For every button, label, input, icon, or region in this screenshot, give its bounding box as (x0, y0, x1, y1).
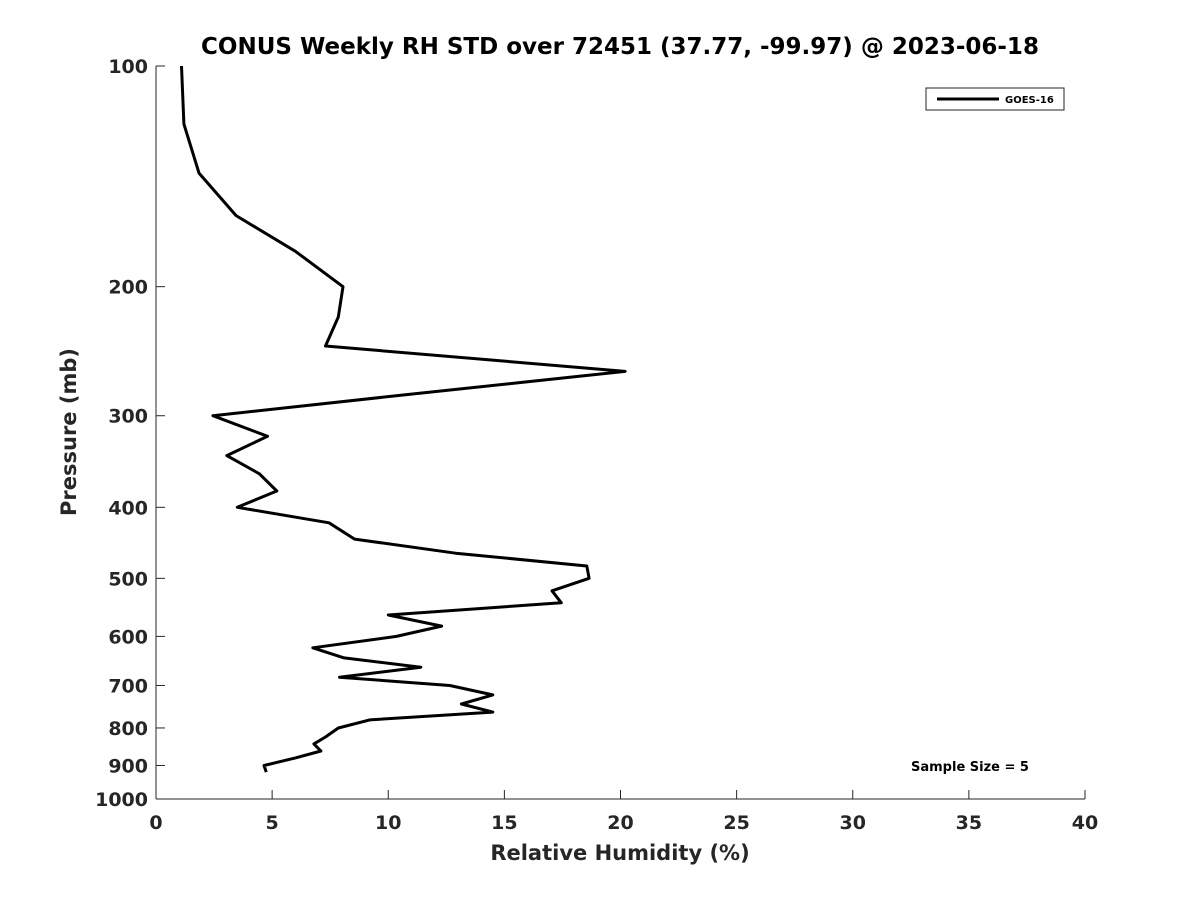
series-line-goes-16 (180, 65, 627, 773)
y-tick-label: 1000 (95, 789, 148, 811)
x-tick-label: 35 (956, 812, 982, 834)
x-tick-label: 30 (840, 812, 866, 834)
y-tick-label: 800 (108, 718, 148, 740)
x-tick-label: 40 (1072, 812, 1098, 834)
x-tick-label: 0 (149, 812, 162, 834)
y-tick-label: 400 (108, 497, 148, 519)
x-ticks: 0 5 10 15 20 25 30 35 40 (149, 790, 1098, 834)
x-tick-label: 15 (491, 812, 517, 834)
x-tick-label: 20 (607, 812, 633, 834)
x-tick-label: 10 (375, 812, 401, 834)
legend: GOES-16 (925, 87, 1065, 111)
x-tick-label: 25 (723, 812, 749, 834)
y-tick-label: 100 (108, 56, 148, 78)
y-tick-label: 200 (108, 277, 148, 299)
chart-title: CONUS Weekly RH STD over 72451 (37.77, -… (201, 34, 1039, 60)
x-tick-label: 5 (266, 812, 279, 834)
y-ticks: 100 200 300 400 500 600 700 800 900 1000 (95, 56, 165, 811)
axes (155, 66, 1085, 800)
y-axis-label: Pressure (mb) (57, 348, 81, 516)
y-tick-label: 600 (108, 626, 148, 648)
y-tick-label: 300 (108, 406, 148, 428)
y-tick-label: 900 (108, 755, 148, 777)
y-tick-label: 700 (108, 675, 148, 697)
sample-size-annotation: Sample Size = 5 (911, 760, 1029, 775)
legend-label-goes-16: GOES-16 (1005, 95, 1054, 106)
x-axis-label: Relative Humidity (%) (490, 841, 749, 865)
y-tick-label: 500 (108, 568, 148, 590)
